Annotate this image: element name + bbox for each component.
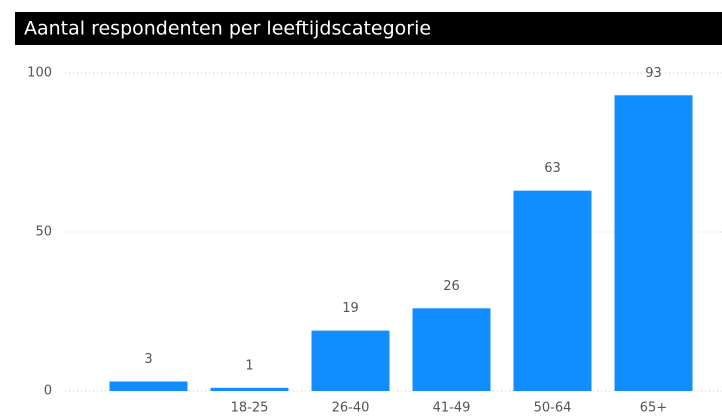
bar <box>614 95 693 391</box>
bar <box>311 330 390 391</box>
x-tick-label: 50-64 <box>534 401 572 416</box>
chart-title: Aantal respondenten per leeftijdscategor… <box>24 18 431 40</box>
bar <box>513 190 592 391</box>
y-tick-label: 50 <box>35 225 52 240</box>
bar <box>210 387 289 391</box>
data-label: 3 <box>144 352 152 367</box>
data-label: 63 <box>544 161 561 176</box>
data-label: 19 <box>342 301 359 316</box>
title-bar <box>15 12 722 45</box>
x-tick-label: 65+ <box>640 401 667 416</box>
y-tick-label: 100 <box>27 66 52 81</box>
bar <box>412 308 491 391</box>
data-label: 26 <box>443 279 460 294</box>
x-tick-label: 18-25 <box>231 401 269 416</box>
x-tick-label: 26-40 <box>332 401 370 416</box>
data-label: 1 <box>245 358 253 373</box>
y-tick-label: 0 <box>44 384 52 399</box>
data-label: 93 <box>645 66 662 81</box>
x-tick-label: 41-49 <box>433 401 471 416</box>
bar <box>109 381 188 391</box>
